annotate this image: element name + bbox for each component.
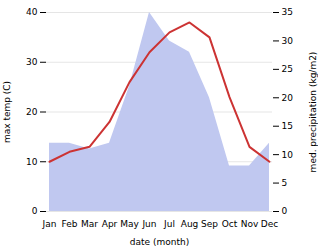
svg-text:20: 20: [26, 107, 38, 117]
svg-text:Nov: Nov: [241, 219, 259, 229]
svg-text:May: May: [120, 219, 139, 229]
svg-text:date (month): date (month): [130, 237, 189, 247]
svg-text:35: 35: [282, 7, 293, 17]
svg-text:Sep: Sep: [201, 219, 218, 229]
svg-text:30: 30: [282, 36, 294, 46]
svg-text:Mar: Mar: [81, 219, 98, 229]
svg-text:max temp (C): max temp (C): [2, 81, 12, 143]
svg-text:30: 30: [26, 57, 38, 67]
svg-text:Oct: Oct: [222, 219, 238, 229]
svg-text:Aug: Aug: [181, 219, 199, 229]
svg-text:10: 10: [282, 150, 294, 160]
svg-text:Dec: Dec: [261, 219, 278, 229]
svg-text:0: 0: [282, 206, 288, 216]
svg-text:Feb: Feb: [62, 219, 78, 229]
svg-text:Apr: Apr: [102, 219, 118, 229]
svg-text:25: 25: [282, 64, 293, 74]
svg-text:15: 15: [282, 121, 293, 131]
svg-text:10: 10: [26, 157, 38, 167]
svg-text:5: 5: [282, 178, 288, 188]
svg-text:med. precipitation (kg/m2): med. precipitation (kg/m2): [308, 52, 318, 173]
svg-text:0: 0: [32, 206, 38, 216]
svg-text:Jan: Jan: [42, 219, 57, 229]
svg-text:40: 40: [26, 7, 38, 17]
svg-text:20: 20: [282, 93, 294, 103]
svg-text:Jul: Jul: [163, 219, 175, 229]
svg-text:Jun: Jun: [141, 219, 156, 229]
